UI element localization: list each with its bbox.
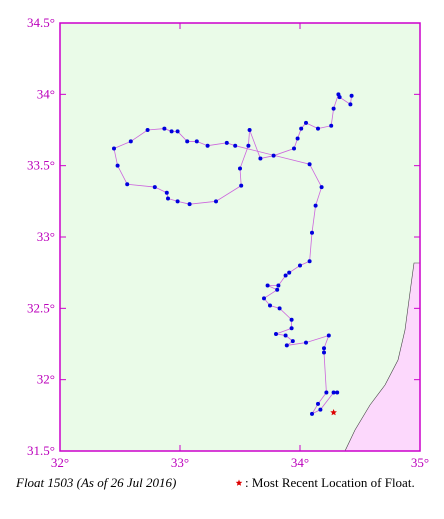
float-position xyxy=(284,343,289,348)
float-position xyxy=(326,333,331,338)
float-position xyxy=(262,296,266,301)
sea xyxy=(60,23,420,451)
float-position xyxy=(271,153,276,158)
float-position xyxy=(112,146,116,151)
float-position xyxy=(205,143,210,148)
float-position xyxy=(310,230,314,235)
float-position xyxy=(246,143,251,148)
float-position xyxy=(145,128,150,132)
float-position xyxy=(295,136,300,141)
float-position xyxy=(277,306,282,311)
float-position xyxy=(283,333,288,338)
float-position xyxy=(214,199,218,204)
float-position xyxy=(292,146,296,151)
float-position xyxy=(307,162,312,167)
float-position xyxy=(268,303,272,308)
float-position xyxy=(307,259,312,264)
float-position xyxy=(175,199,180,204)
float-position xyxy=(276,283,281,288)
float-position xyxy=(324,390,329,395)
float-position xyxy=(298,263,302,268)
float-position xyxy=(304,340,308,345)
y-tick-label: 32° xyxy=(37,372,55,387)
latest-position xyxy=(330,409,337,416)
float-position xyxy=(290,339,295,344)
float-position xyxy=(275,287,280,292)
float-position xyxy=(166,196,170,201)
caption: Float 1503 (As of 26 Jul 2016) xyxy=(15,475,176,490)
float-position xyxy=(310,411,314,416)
float-position xyxy=(175,129,180,134)
float-position xyxy=(287,270,292,275)
float-position xyxy=(125,182,130,187)
float-position xyxy=(336,92,341,97)
float-position xyxy=(187,202,192,207)
y-tick-label: 34.5° xyxy=(27,15,55,30)
float-position xyxy=(274,332,278,337)
x-tick-label: 32° xyxy=(51,455,69,470)
float-position xyxy=(162,126,167,131)
float-position xyxy=(348,102,353,107)
float-position xyxy=(289,317,294,322)
float-position xyxy=(115,163,120,168)
x-tick-label: 35° xyxy=(411,455,429,470)
float-position xyxy=(265,283,270,288)
float-position xyxy=(335,390,340,395)
float-position xyxy=(169,129,174,134)
float-position xyxy=(304,120,308,125)
float-position xyxy=(247,128,252,132)
legend-symbol xyxy=(235,479,243,486)
float-position xyxy=(152,185,157,190)
float-position xyxy=(239,183,244,188)
float-position xyxy=(128,139,133,144)
float-position xyxy=(185,139,190,144)
y-tick-label: 33° xyxy=(37,229,55,244)
float-position xyxy=(316,401,320,406)
y-tick-label: 34° xyxy=(37,86,55,101)
float-position xyxy=(316,126,320,131)
y-tick-label: 31.5° xyxy=(27,443,55,458)
float-position xyxy=(238,166,242,171)
y-tick-label: 33.5° xyxy=(27,158,55,173)
x-tick-label: 34° xyxy=(291,455,309,470)
float-position xyxy=(318,407,323,412)
float-position xyxy=(322,346,326,351)
float-position xyxy=(349,93,354,98)
float-position xyxy=(319,185,324,190)
float-position xyxy=(313,203,318,208)
float-position xyxy=(322,350,326,355)
float-position xyxy=(299,126,304,131)
float-position xyxy=(164,190,169,195)
float-position xyxy=(329,123,334,128)
float-position xyxy=(283,273,288,278)
float-position xyxy=(194,139,199,144)
float-position xyxy=(331,390,336,395)
float-position xyxy=(224,140,229,145)
legend-label: : Most Recent Location of Float. xyxy=(245,475,415,490)
x-tick-label: 33° xyxy=(171,455,189,470)
float-position xyxy=(289,326,294,331)
y-tick-label: 32.5° xyxy=(27,300,55,315)
float-position xyxy=(258,156,263,161)
float-position xyxy=(233,143,238,148)
float-position xyxy=(331,106,336,111)
